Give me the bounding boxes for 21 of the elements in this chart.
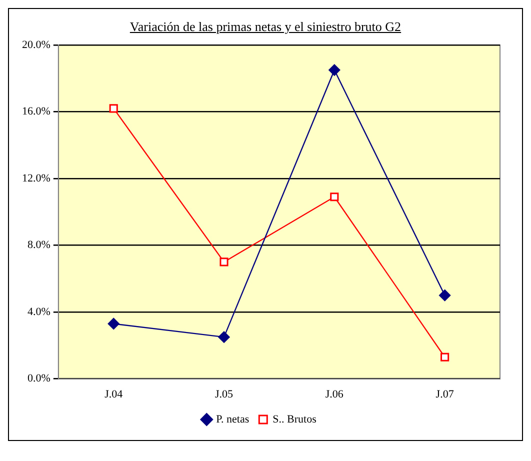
y-tick-label: 16.0% — [22, 106, 50, 118]
chart-title: Variación de las primas netas y el siniestro bruto G2 — [128, 18, 402, 35]
y-tick-label: 8.0% — [27, 239, 50, 252]
point — [108, 318, 120, 330]
y-tick-label: 20.0% — [22, 38, 50, 51]
y-tick-label: 0.0% — [27, 372, 50, 385]
x-tick-label: J.07 — [436, 388, 454, 400]
x-tick-label: J.04 — [104, 388, 124, 400]
point — [218, 331, 230, 343]
point — [220, 258, 228, 266]
point — [328, 64, 340, 76]
point — [330, 192, 339, 202]
legend-label: P. netas — [216, 413, 250, 426]
y-tick-label: 4.0% — [27, 306, 50, 318]
x-tick-label: J.05 — [214, 388, 234, 400]
point — [439, 290, 451, 302]
point — [109, 104, 118, 113]
point — [440, 352, 450, 362]
y-tick-label: 12.0% — [22, 172, 50, 184]
legend-label: S.. Brutos — [272, 413, 316, 426]
x-tick-label: J.06 — [325, 388, 344, 400]
